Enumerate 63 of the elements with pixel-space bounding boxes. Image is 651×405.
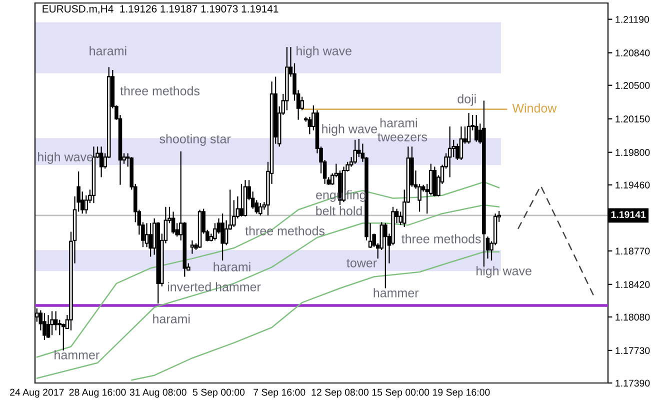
annotation: three methods: [402, 234, 481, 244]
candlestick: [466, 112, 471, 144]
series-label: Window: [512, 103, 557, 113]
candlestick: [240, 183, 244, 218]
y-tick-label: 1.20500: [616, 82, 650, 89]
candlestick: [459, 126, 464, 161]
x-tick-label: 7 Sep 16:00: [254, 388, 306, 398]
candlestick: [474, 114, 478, 142]
y-tick-label: 1.20150: [616, 116, 650, 122]
y-tick-label: 1.21190: [616, 16, 649, 23]
candlestick: [353, 139, 358, 164]
x-tick-label: 31 Aug 08:00: [130, 388, 186, 398]
annotation: hammer: [54, 350, 100, 360]
annotation: shooting star: [160, 134, 231, 146]
annotation: harami: [380, 118, 417, 128]
annotation: harami: [90, 46, 126, 56]
y-tick-label: 1.17390: [616, 380, 650, 387]
candlestick: [144, 222, 149, 248]
y-tick-label: 1.19800: [616, 149, 650, 156]
y-tick-label: 1.19460: [616, 182, 650, 188]
y-tick-label: 1.18420: [616, 281, 650, 288]
candlestick: [258, 202, 262, 216]
line-series: [36, 181, 500, 358]
candlestick: [62, 323, 66, 352]
candlestick: [42, 312, 46, 340]
x-tick-label: 19 Sep 16:00: [433, 388, 490, 398]
x-tick-label: 12 Sep 08:00: [312, 388, 369, 398]
x-tick-label: 28 Aug 16:00: [69, 388, 126, 398]
annotation: three methods: [120, 86, 200, 96]
line-series: [130, 251, 500, 381]
annotation: high wave: [322, 124, 378, 136]
candlestick: [213, 222, 217, 241]
x-tick-label: 15 Sep 00:00: [372, 388, 430, 398]
candlestick: [190, 240, 194, 254]
y-tick-label: 1.17730: [616, 347, 650, 354]
candlestick: [54, 310, 58, 331]
candlestick: [50, 310, 54, 336]
annotation: harami: [214, 262, 250, 272]
annotation: tweezers: [378, 133, 428, 142]
x-tick-label: 24 Aug 2017: [10, 388, 64, 398]
candlestick: [308, 116, 312, 135]
candlestick: [46, 314, 50, 339]
candlestick: [448, 126, 452, 178]
annotation: harami: [153, 314, 190, 324]
candlestick: [99, 146, 104, 178]
candlestick: [220, 213, 224, 262]
chart-title: EURUSD.m,H4 1.19126 1.19187 1.19073 1.19141: [42, 5, 278, 14]
annotation: doji: [458, 94, 476, 106]
candlestick: [300, 96, 304, 111]
annotation: hammer: [374, 288, 419, 298]
candlestick: [148, 222, 152, 258]
ref-line-label: 1.19141: [611, 211, 646, 218]
x-tick-label: 5 Sep 00:00: [192, 388, 245, 398]
y-tick-label: 1.18770: [616, 248, 650, 255]
y-tick-label: 1.20840: [616, 50, 650, 56]
y-tick-label: 1.18080: [616, 314, 650, 321]
line-series: [36, 204, 500, 379]
candlestick: [384, 222, 388, 289]
candlestick: [171, 211, 176, 234]
annotation: high wave: [296, 46, 352, 58]
annotation: high wave: [476, 266, 532, 278]
annotation: tower: [346, 259, 377, 268]
annotation: belt hold: [316, 206, 362, 216]
